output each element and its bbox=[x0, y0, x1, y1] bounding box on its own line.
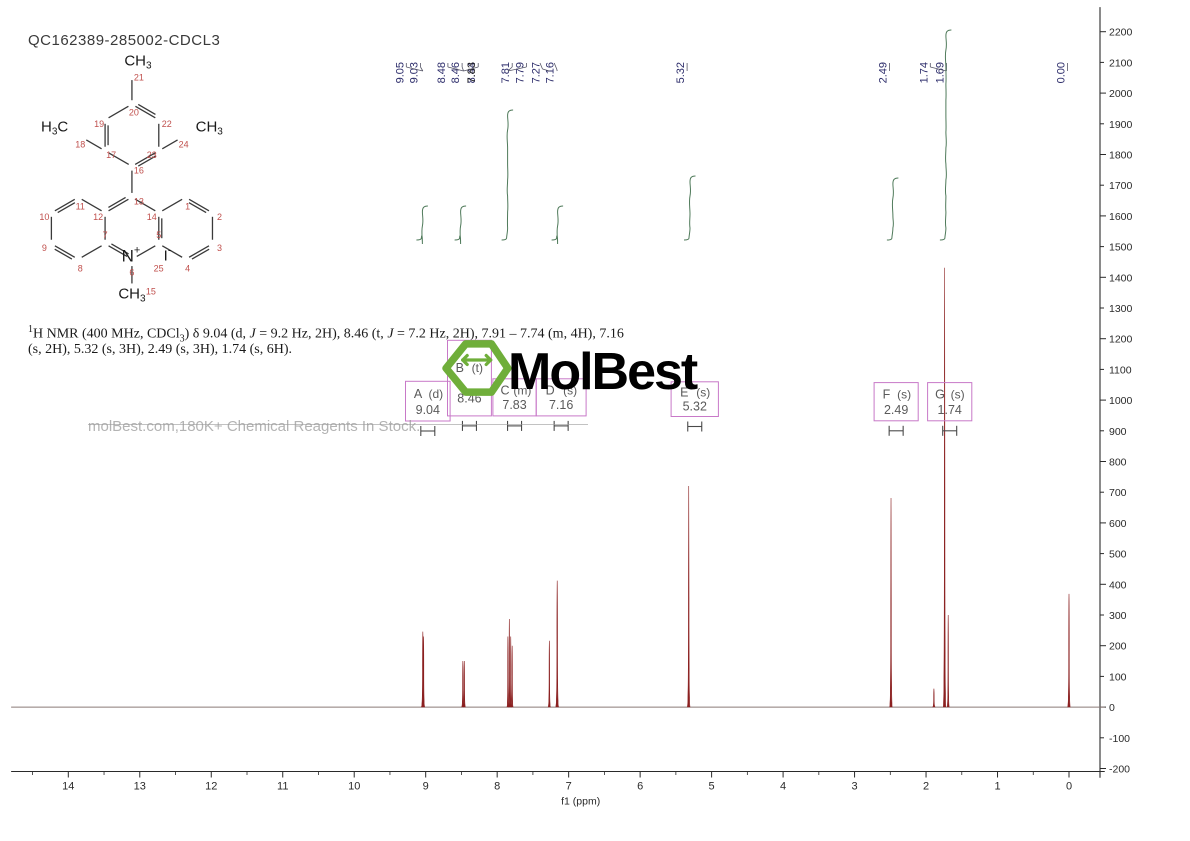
svg-text:MolBest: MolBest bbox=[508, 343, 698, 401]
